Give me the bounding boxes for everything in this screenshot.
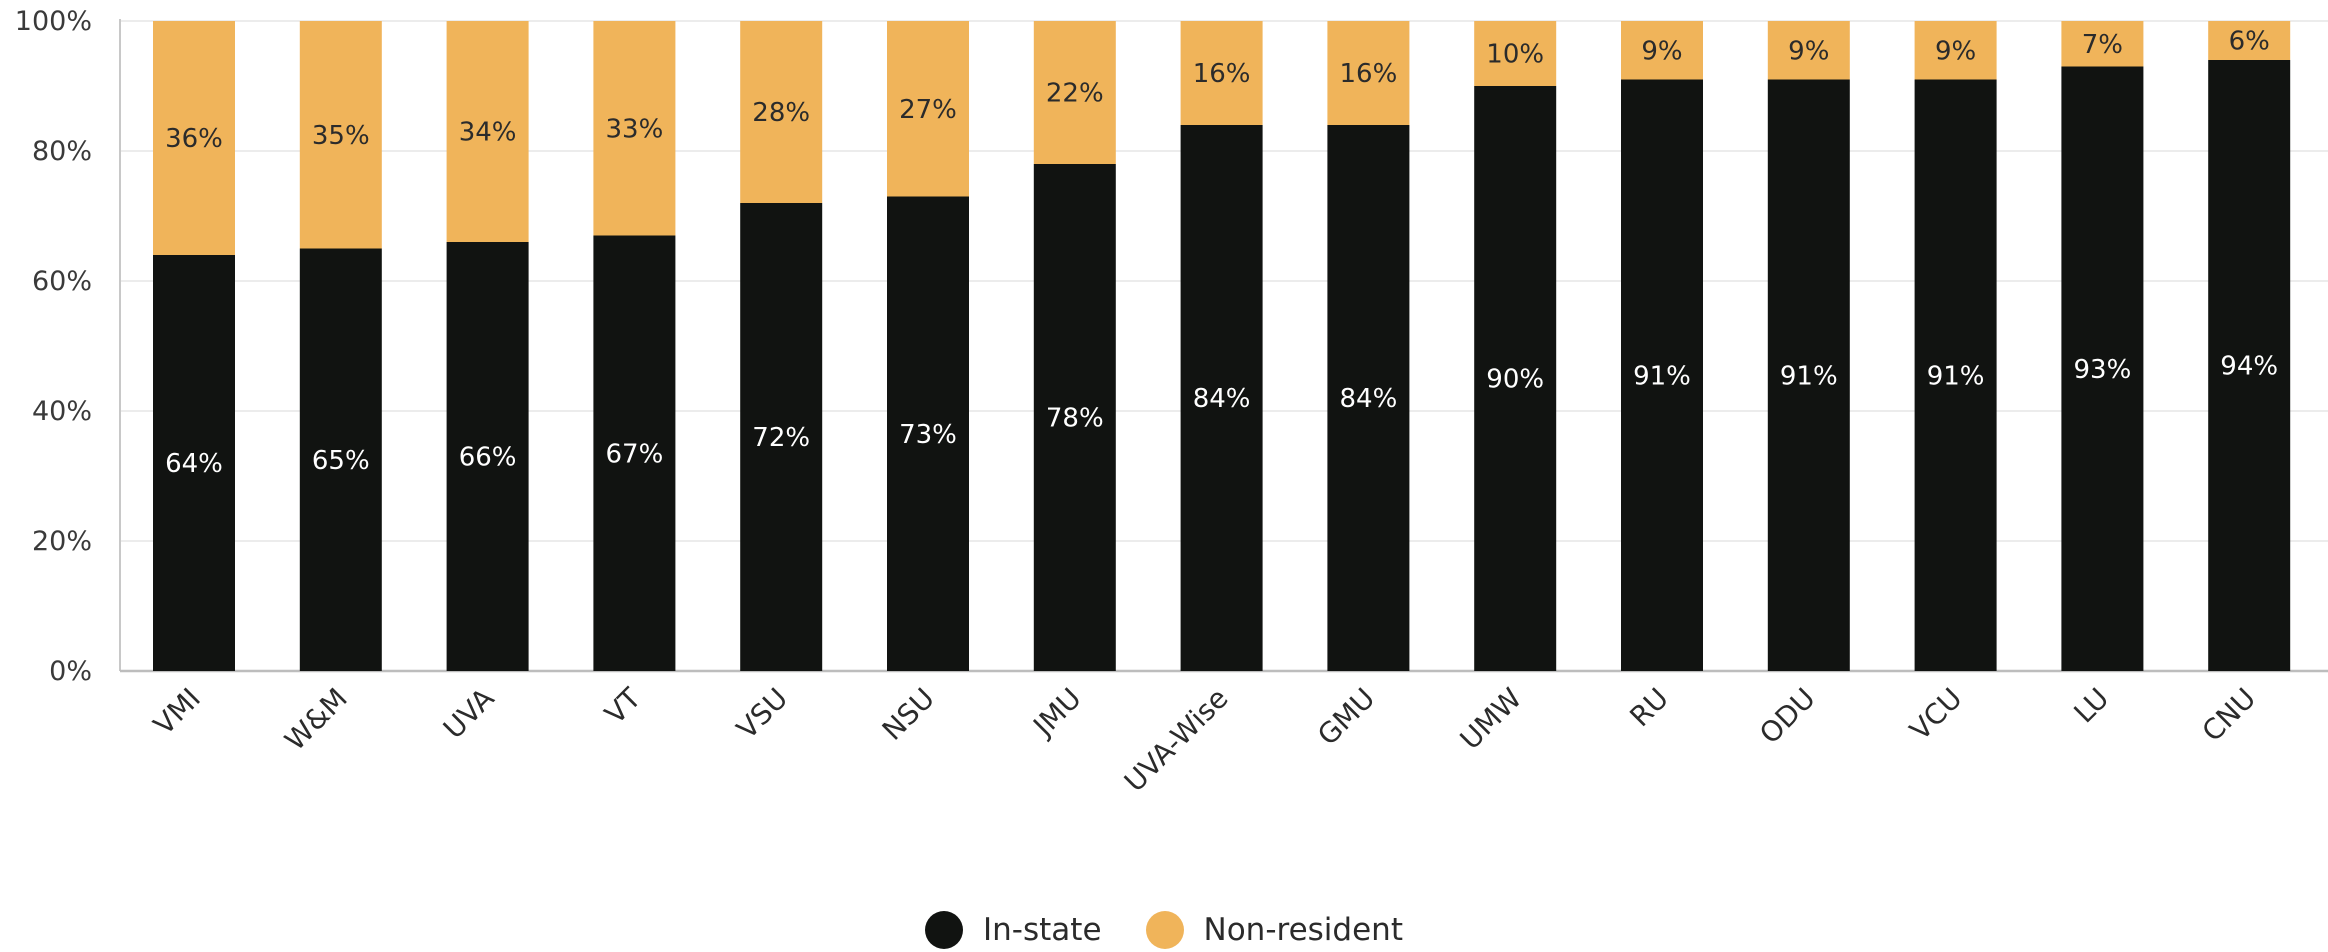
x-tick-label: VMI	[147, 682, 207, 742]
bar-in-state	[887, 196, 969, 671]
data-label-non-resident: 16%	[1193, 59, 1251, 89]
data-label-non-resident: 35%	[312, 121, 370, 151]
bar-non-resident	[446, 21, 529, 242]
bar-in-state	[299, 248, 382, 671]
data-label-non-resident: 22%	[1046, 79, 1104, 109]
bar-non-resident	[1180, 21, 1263, 125]
data-label-non-resident: 10%	[1486, 40, 1544, 70]
x-tick-label: GMU	[1311, 682, 1381, 752]
data-label-in-state: 73%	[899, 420, 957, 450]
data-label-non-resident: 27%	[899, 95, 957, 125]
bar-non-resident	[740, 21, 823, 203]
bar-in-state	[2208, 60, 2291, 671]
x-tick-label: UVA	[437, 682, 501, 746]
bar-in-state	[1327, 125, 1410, 671]
legend: In-state Non-resident	[0, 908, 2328, 952]
x-tick-label: VT	[598, 681, 648, 731]
data-label-in-state: 91%	[1927, 361, 1985, 391]
data-label-in-state: 91%	[1633, 361, 1691, 391]
y-tick-label: 80%	[32, 136, 92, 167]
y-tick-label: 40%	[32, 396, 92, 427]
bar-non-resident	[887, 21, 969, 197]
x-tick-label: W&M	[278, 682, 353, 757]
legend-label-non-resident: Non-resident	[1203, 912, 1403, 948]
data-label-in-state: 64%	[165, 449, 223, 479]
x-tick-label: NSU	[876, 682, 941, 747]
x-tick-label: UVA-Wise	[1118, 682, 1235, 799]
stacked-bar-chart: 0% 20% 40% 60% 80% 100% 64% 36% VMI 65% 35% W&M 66% 3…	[15, 6, 2328, 799]
bar-non-resident	[299, 21, 382, 249]
legend-swatch-non-resident	[1145, 911, 1184, 949]
bar-in-state	[1621, 79, 1703, 671]
x-tick-label: VSU	[730, 682, 794, 746]
x-tick-label: VCU	[1903, 682, 1968, 747]
x-tick-label: ODU	[1753, 682, 1822, 751]
data-label-non-resident: 34%	[459, 118, 517, 148]
data-label-in-state: 93%	[2074, 355, 2132, 385]
bar-non-resident	[593, 21, 676, 236]
bar-non-resident	[1474, 21, 1557, 86]
bar-in-state	[593, 235, 676, 671]
data-label-in-state: 84%	[1193, 384, 1251, 414]
bar-non-resident	[1327, 21, 1410, 125]
data-label-in-state: 72%	[752, 423, 810, 453]
y-tick-label: 60%	[32, 266, 92, 297]
bar-in-state	[1474, 86, 1557, 671]
bar-in-state	[1180, 125, 1263, 671]
bar-non-resident	[1767, 21, 1850, 80]
bar-in-state	[153, 255, 235, 671]
data-label-in-state: 67%	[606, 439, 664, 469]
data-label-in-state: 66%	[459, 443, 517, 473]
bar-non-resident	[2061, 21, 2144, 67]
data-label-in-state: 91%	[1780, 361, 1838, 391]
x-tick-label: UMW	[1454, 682, 1528, 756]
data-label-non-resident: 9%	[1935, 36, 1976, 66]
bar-in-state	[1033, 164, 1116, 671]
bar-in-state	[1914, 79, 1997, 671]
y-tick-label: 100%	[15, 6, 92, 37]
legend-swatch-in-state	[925, 911, 964, 949]
data-label-non-resident: 33%	[606, 114, 664, 144]
data-label-non-resident: 6%	[2229, 27, 2270, 57]
data-label-in-state: 90%	[1486, 365, 1544, 395]
data-label-in-state: 94%	[2220, 352, 2278, 382]
data-label-in-state: 78%	[1046, 404, 1104, 434]
bar-in-state	[1767, 79, 1850, 671]
x-tick-label: JMU	[1026, 682, 1088, 744]
legend-item-non-resident[interactable]: Non-resident	[1145, 911, 1403, 949]
x-tick-label: RU	[1623, 682, 1675, 734]
bar-non-resident	[153, 21, 235, 255]
bar-in-state	[2061, 66, 2144, 671]
legend-label-in-state: In-state	[983, 912, 1102, 948]
bars	[153, 21, 2291, 671]
bar-in-state	[740, 203, 823, 671]
bar-non-resident	[1914, 21, 1997, 80]
data-label-non-resident: 9%	[1641, 36, 1682, 66]
y-tick-label: 0%	[49, 656, 92, 687]
bar-in-state	[446, 242, 529, 671]
data-label-non-resident: 7%	[2082, 30, 2123, 60]
data-label-in-state: 84%	[1340, 384, 1398, 414]
legend-item-in-state[interactable]: In-state	[925, 911, 1102, 949]
data-label-non-resident: 36%	[165, 124, 223, 154]
x-tick-label: LU	[2067, 682, 2115, 730]
data-label-non-resident: 9%	[1788, 36, 1829, 66]
y-tick-label: 20%	[32, 526, 92, 557]
data-label-non-resident: 28%	[752, 98, 810, 128]
data-label-non-resident: 16%	[1340, 59, 1398, 89]
x-tick-label: CNU	[2196, 682, 2262, 748]
data-label-in-state: 65%	[312, 446, 370, 476]
bar-non-resident	[1621, 21, 1703, 80]
bar-non-resident	[2208, 21, 2291, 60]
bar-non-resident	[1033, 21, 1116, 164]
